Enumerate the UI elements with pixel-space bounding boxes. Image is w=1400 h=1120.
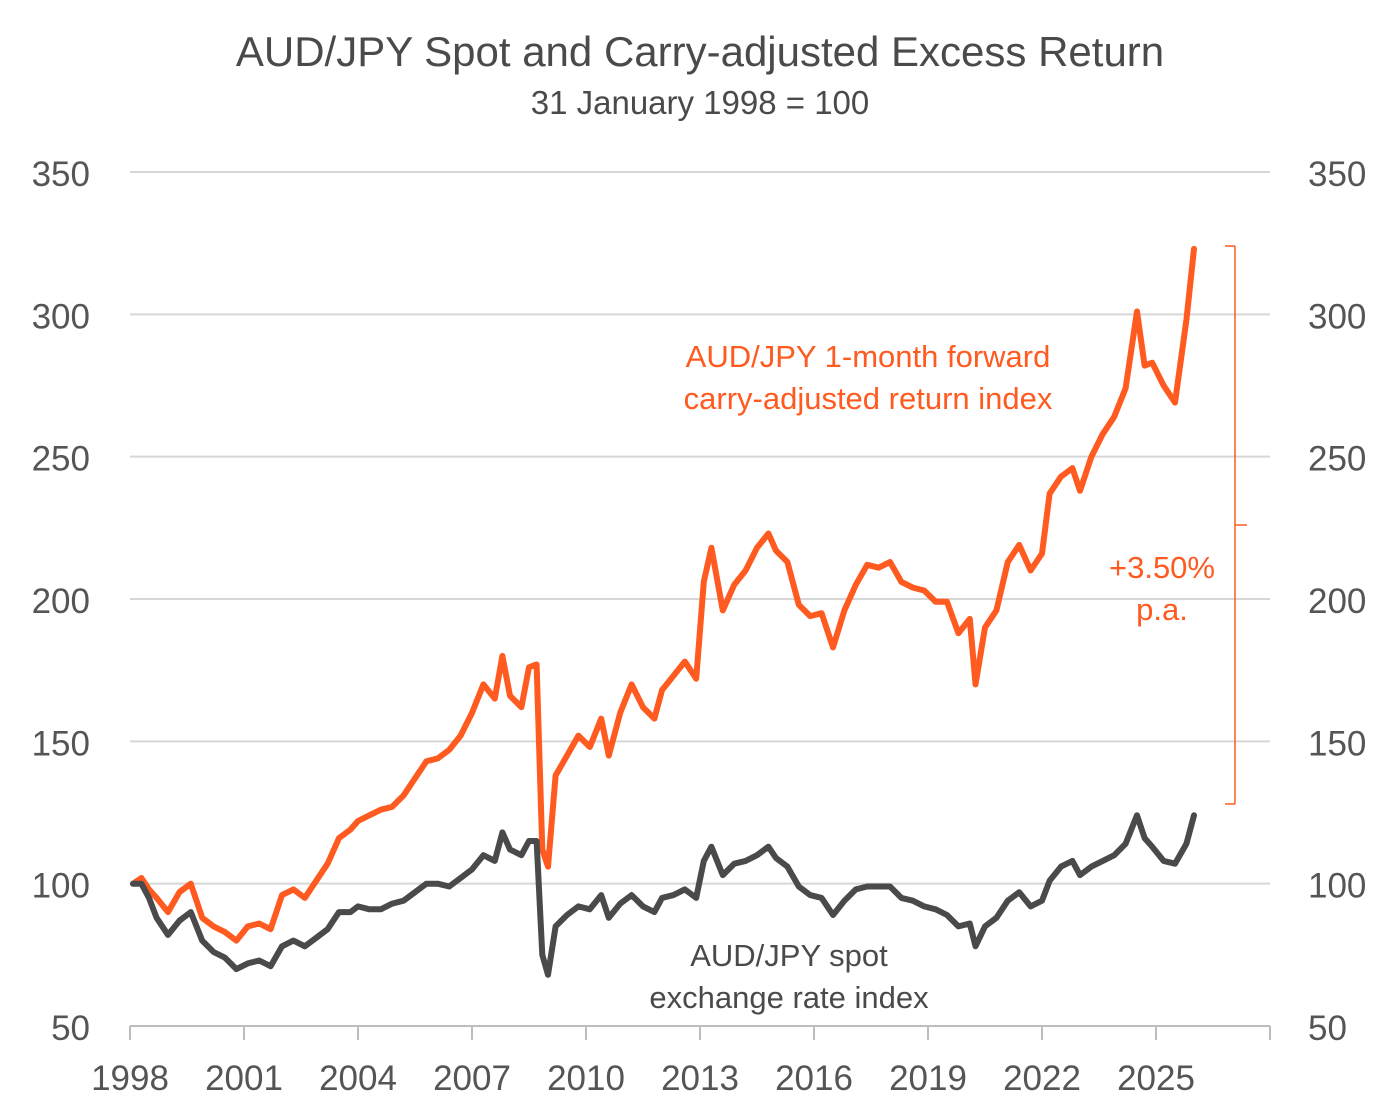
y-tick-label-left-200: 200	[32, 582, 90, 621]
y-tick-label-left-150: 150	[32, 724, 90, 763]
x-tick-label-2016: 2016	[775, 1059, 853, 1098]
y-tick-label-left-250: 250	[32, 440, 90, 479]
grid-lines	[130, 171, 1270, 885]
y-tick-label-right-250: 250	[1308, 440, 1366, 479]
axes: 50 50 100 100 150 150 200 200 250 250 300 300 350 350…	[32, 155, 1367, 1098]
x-tick-label-2007: 2007	[433, 1059, 511, 1098]
y-tick-label-right-200: 200	[1308, 582, 1366, 621]
series-label-spot-line-1: AUD/JPY spot	[690, 938, 888, 973]
series-line-spot	[130, 812, 1197, 978]
series-lines	[130, 245, 1197, 978]
y-tick-label-right-150: 150	[1308, 724, 1366, 763]
y-tick-label-right-350: 350	[1308, 155, 1366, 194]
x-tick-label-2022: 2022	[1003, 1059, 1081, 1098]
series-label-carry-line-1: AUD/JPY 1-month forward	[686, 339, 1051, 374]
series-label-carry-line-2: carry-adjusted return index	[684, 381, 1053, 416]
y-tick-label-left-300: 300	[32, 297, 90, 336]
series-line-carry	[130, 245, 1197, 944]
y-tick-label-right-100: 100	[1308, 867, 1366, 906]
chart-subtitle: 31 January 1998 = 100	[530, 84, 870, 121]
x-tick-label-1998: 1998	[91, 1059, 169, 1098]
x-tick-label-2019: 2019	[889, 1059, 967, 1098]
y-tick-label-left-350: 350	[32, 155, 90, 194]
x-tick-label-2001: 2001	[205, 1059, 283, 1098]
y-tick-label-right-50: 50	[1308, 1009, 1347, 1048]
chart-title: AUD/JPY Spot and Carry-adjusted Excess R…	[235, 28, 1165, 75]
series-label-spot-line-2: exchange rate index	[649, 980, 929, 1015]
x-tick-label-2013: 2013	[661, 1059, 739, 1098]
return-annotation-line-2: p.a.	[1136, 592, 1188, 627]
x-tick-label-2004: 2004	[319, 1059, 397, 1098]
y-tick-label-right-300: 300	[1308, 297, 1366, 336]
x-tick-label-2010: 2010	[547, 1059, 625, 1098]
x-tick-label-2025: 2025	[1117, 1059, 1195, 1098]
y-tick-label-left-50: 50	[51, 1009, 90, 1048]
return-annotation-line-1: +3.50%	[1109, 550, 1215, 585]
annotations: AUD/JPY 1-month forward carry-adjusted re…	[649, 245, 1247, 1015]
y-tick-label-left-100: 100	[32, 867, 90, 906]
